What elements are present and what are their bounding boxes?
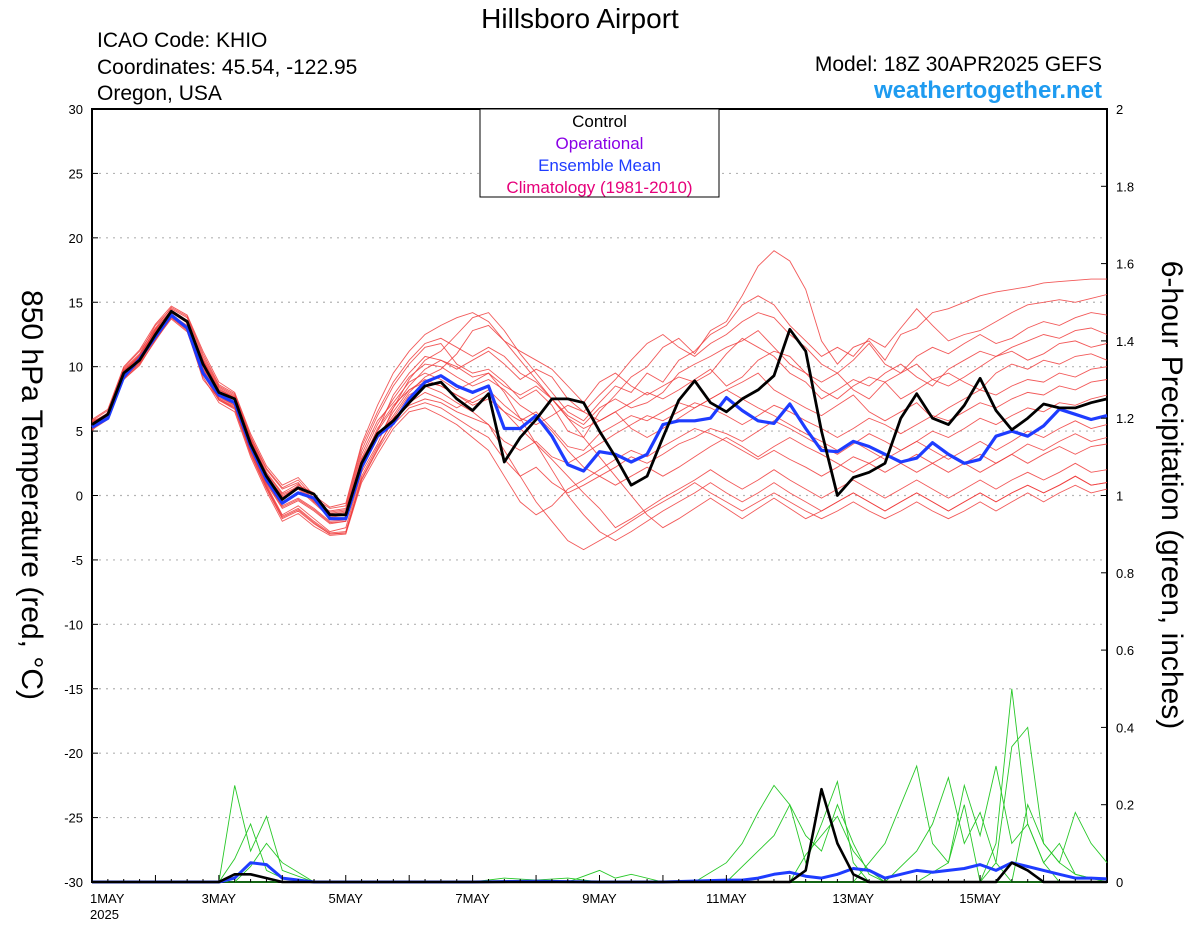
member-temp-line-15 [91, 317, 1108, 551]
member-temp-line-7 [91, 310, 1108, 517]
x-tick-label: 13MAY [832, 891, 874, 906]
right-tick-label: 0.2 [1116, 798, 1134, 813]
legend-item: Ensemble Mean [538, 156, 661, 175]
member-precip-line-8 [92, 764, 1107, 883]
member-temp-line-5 [91, 309, 1108, 513]
right-tick-label: 0.4 [1116, 720, 1134, 735]
member-precip-line-13 [92, 803, 1108, 883]
x-tick-label: 3MAY [202, 891, 237, 906]
left-tick-label: 20 [69, 231, 83, 246]
x-tick-label: 1MAY [90, 891, 125, 906]
member-temp-line-11 [91, 318, 1108, 536]
right-axis-ticks: 2 1.8 1.6 1.4 1.2 1 0.8 0.6 0.4 0.2 0 [1101, 102, 1134, 890]
x-tick-label: 7MAY [455, 891, 490, 906]
ensemble-mean-precip-line [92, 861, 1108, 884]
coordinates: Coordinates: 45.54, -122.95 [97, 56, 357, 79]
left-tick-label: 30 [69, 102, 83, 117]
left-tick-label: 25 [69, 166, 83, 181]
member-precip-line-10 [92, 765, 1107, 883]
right-tick-label: 0.6 [1116, 643, 1134, 658]
x-axis-ticks: 1MAY 3MAY 5MAY 7MAY 9MAY 11MAY 13MAY 15MAY [90, 875, 1108, 906]
main-series [91, 309, 1108, 884]
grid-lines [92, 172, 1107, 819]
left-tick-label: -15 [64, 682, 83, 697]
left-tick-label: -5 [71, 553, 83, 568]
x-tick-label: 9MAY [582, 891, 617, 906]
legend-box [479, 108, 720, 198]
ensemble-members-precipitation [92, 688, 1108, 883]
member-temp-line-3 [91, 312, 1108, 514]
legend: Control Operational Ensemble Mean Climatolo… [506, 112, 692, 197]
chart-title: Hillsboro Airport [481, 3, 679, 34]
right-tick-label: 1.6 [1116, 257, 1134, 272]
member-temp-line-1 [91, 250, 1107, 512]
site-link[interactable]: weathertogether.net [873, 77, 1102, 104]
member-precip-line-12 [92, 726, 1108, 883]
member-temp-line-12 [91, 312, 1108, 516]
ensemble-mean-temp-line [91, 313, 1108, 521]
ensemble-members-temperature [91, 250, 1108, 551]
x-tick-label: 5MAY [329, 891, 364, 906]
legend-item: Climatology (1981-2010) [506, 178, 692, 197]
left-tick-label: -25 [64, 811, 83, 826]
member-temp-line-16 [91, 305, 1108, 529]
left-tick-label: 5 [76, 424, 83, 439]
x-tick-label: 11MAY [706, 891, 747, 906]
right-axis-label: 6-hour Precipitation (green, inches) [1155, 261, 1188, 730]
right-tick-label: 1.8 [1116, 179, 1134, 194]
member-temp-line-2 [91, 294, 1108, 533]
left-tick-label: 0 [76, 489, 83, 504]
right-tick-label: 1.4 [1116, 334, 1134, 349]
left-tick-label: -20 [64, 746, 83, 761]
legend-item: Control [572, 112, 627, 131]
year-label: 2025 [90, 907, 119, 922]
member-temp-line-10 [91, 306, 1108, 509]
x-tick-label: 15MAY [959, 891, 1001, 906]
member-precip-line-11 [92, 688, 1108, 883]
left-tick-label: 10 [69, 360, 83, 375]
left-tick-label: 15 [69, 295, 83, 310]
right-tick-label: 2 [1116, 102, 1123, 117]
icao-code: ICAO Code: KHIO [97, 29, 267, 52]
model-run: Model: 18Z 30APR2025 GEFS [815, 53, 1102, 76]
left-axis-ticks: 30 25 20 15 10 5 0 -5 -10 -15 -20 -25 -30 [64, 102, 98, 890]
left-tick-label: -30 [64, 875, 83, 890]
left-tick-label: -10 [64, 617, 83, 632]
location: Oregon, USA [97, 82, 222, 105]
legend-item: Operational [556, 134, 644, 153]
right-tick-label: 1 [1116, 489, 1123, 504]
left-axis-label: 850 hPa Temperature (red, °C) [15, 290, 48, 700]
right-tick-label: 0 [1116, 875, 1123, 890]
right-tick-label: 0.8 [1116, 566, 1134, 581]
control-temp-line [91, 309, 1108, 517]
right-tick-label: 1.2 [1116, 411, 1134, 426]
